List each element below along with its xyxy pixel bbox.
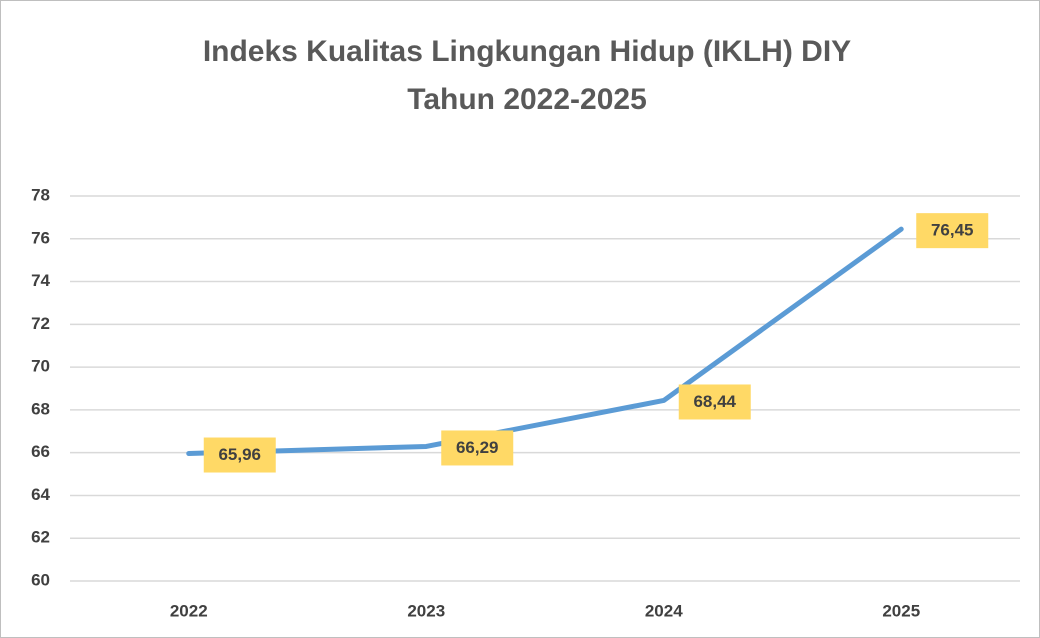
data-label: 65,96 (218, 445, 261, 464)
y-tick-label: 70 (31, 357, 50, 376)
y-tick-label: 60 (31, 570, 50, 589)
chart-title: Indeks Kualitas Lingkungan Hidup (IKLH) … (202, 35, 852, 116)
y-tick-label: 62 (31, 528, 50, 547)
x-tick-label: 2023 (407, 601, 445, 620)
x-tick-label: 2022 (170, 601, 208, 620)
y-tick-label: 72 (31, 314, 50, 333)
x-tick-label: 2025 (882, 601, 920, 620)
data-line (186, 226, 904, 457)
data-label-box (916, 213, 989, 249)
x-tick-label: 2024 (645, 601, 683, 620)
data-label-box (441, 430, 514, 466)
y-tick-label: 66 (31, 442, 50, 461)
y-tick-label: 76 (31, 228, 50, 247)
data-label-box (678, 384, 751, 420)
data-label: 76,45 (931, 221, 974, 240)
data-label-box (203, 437, 276, 473)
data-label: 68,44 (693, 392, 736, 411)
y-tick-label: 68 (31, 399, 50, 418)
y-tick-label: 64 (31, 485, 50, 504)
y-tick-label: 74 (31, 271, 50, 290)
data-label: 66,29 (456, 438, 499, 457)
y-tick-label: 78 (31, 185, 50, 204)
